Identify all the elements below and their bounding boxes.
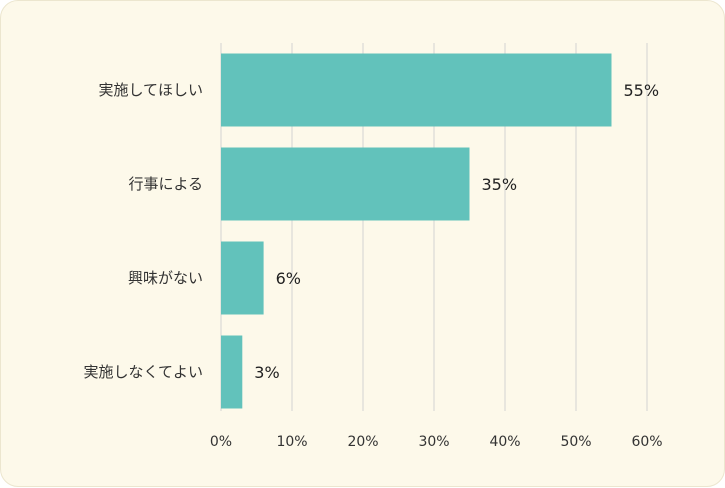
x-tick-label: 10%	[276, 434, 307, 450]
x-tick-label: 50%	[560, 434, 591, 450]
x-tick-label: 20%	[347, 434, 378, 450]
category-label: 行事による	[128, 175, 203, 193]
bar	[221, 335, 243, 409]
value-labels: 55% 35% 6% 3%	[254, 81, 659, 382]
value-label: 35%	[482, 175, 518, 194]
category-label: 実施してほしい	[98, 81, 203, 99]
value-label: 55%	[624, 81, 660, 100]
category-label: 興味がない	[128, 269, 203, 287]
x-tick-labels: 0% 10% 20% 30% 40% 50% 60%	[210, 434, 663, 450]
bar	[221, 53, 612, 127]
category-label: 実施しなくてよい	[83, 363, 203, 381]
bars	[221, 53, 612, 409]
x-tick-label: 40%	[489, 434, 520, 450]
value-label: 6%	[276, 269, 301, 288]
bar	[221, 147, 470, 221]
x-tick-label: 0%	[210, 434, 232, 450]
x-tick-label: 60%	[631, 434, 662, 450]
x-tick-label: 30%	[418, 434, 449, 450]
value-label: 3%	[254, 363, 279, 382]
bar	[221, 241, 264, 315]
